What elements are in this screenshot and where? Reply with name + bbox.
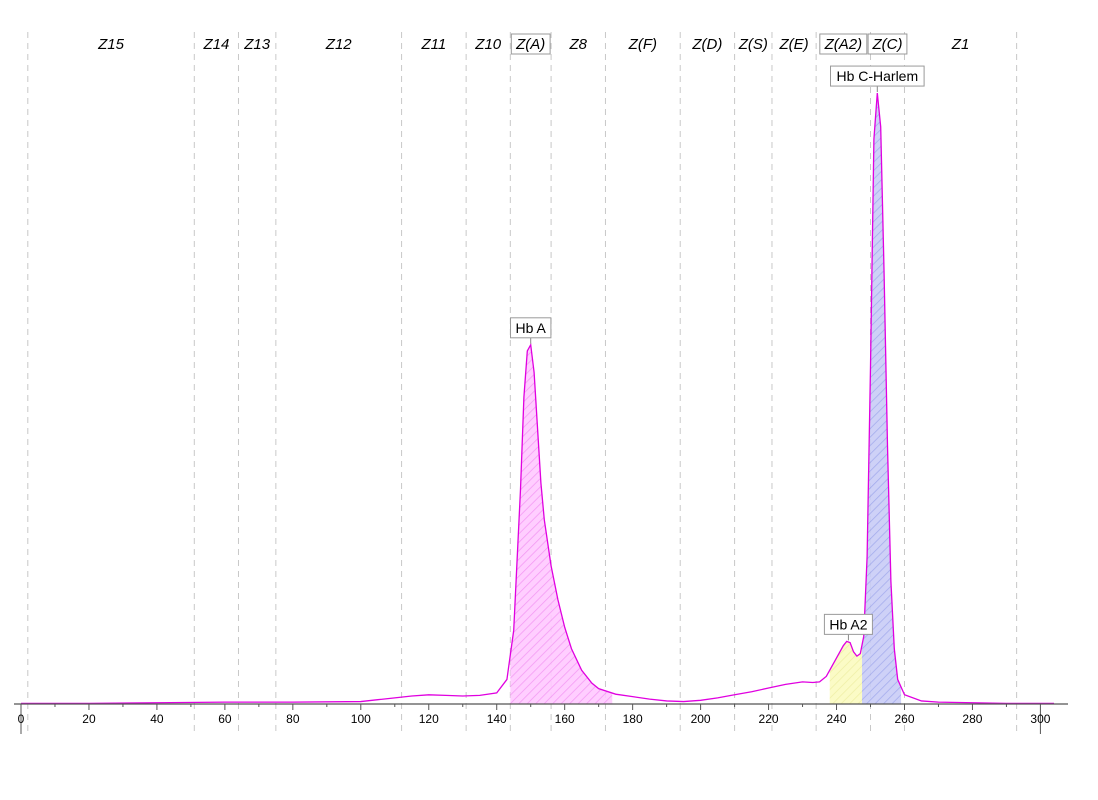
x-tick-label: 180 <box>623 712 643 726</box>
zone-labels: Z15 Z14 Z13 Z12 Z11 Z10 Z(A) Z8 Z(F) Z(D) Z(S) Z(E)… <box>97 33 970 55</box>
x-tick-label: 260 <box>894 712 914 726</box>
x-tick-label: 40 <box>150 712 164 726</box>
peak-area <box>510 344 613 704</box>
x-tick-label: 280 <box>962 712 982 726</box>
zone-label-box <box>867 33 908 55</box>
x-tick-label: 0 <box>18 712 25 726</box>
zone-label: Z(C) <box>871 36 902 53</box>
x-tick-label: 160 <box>555 712 575 726</box>
series-line <box>21 93 1054 705</box>
zone-label: Z(D) <box>691 36 722 53</box>
x-tick-label: 140 <box>487 712 507 726</box>
x-tick-label: 120 <box>419 712 439 726</box>
peak-label: Hb A <box>516 320 547 336</box>
x-tick-label: 20 <box>82 712 96 726</box>
x-tick-label: 300 <box>1030 712 1050 726</box>
zone-label: Z14 <box>202 36 229 53</box>
zone-label: Z1 <box>951 36 970 53</box>
peak-label: Hb C-Harlem <box>836 68 918 84</box>
zone-label: Z10 <box>474 36 502 53</box>
peak-label-box <box>510 317 552 339</box>
x-tick-label: 100 <box>351 712 371 726</box>
peak-areas <box>510 93 902 704</box>
zone-label-box <box>819 33 868 55</box>
x-axis: 0 20 40 60 80 100 120 140 160 180 200 220 240 260 280 3… <box>14 703 1068 734</box>
zone-label: Z(A) <box>515 36 545 53</box>
peak-area <box>829 641 863 704</box>
zone-label: Z11 <box>420 36 446 53</box>
zone-label: Z(E) <box>778 36 808 53</box>
zone-label: Z(S) <box>738 36 768 53</box>
zone-label: Z13 <box>243 36 271 53</box>
zone-label-box <box>510 33 551 55</box>
zone-label: Z(A2) <box>824 36 863 53</box>
zone-label: Z12 <box>325 36 353 53</box>
peak-label-box <box>823 613 873 635</box>
zone-label: Z8 <box>569 36 588 53</box>
peak-label-box <box>830 65 925 87</box>
x-tick-label: 240 <box>827 712 847 726</box>
zone-label: Z(F) <box>628 36 657 53</box>
x-tick-label: 220 <box>759 712 779 726</box>
peak-label: Hb A2 <box>829 616 867 632</box>
x-tick-label: 60 <box>218 712 232 726</box>
zone-label: Z15 <box>97 36 125 53</box>
series-group <box>21 93 1054 705</box>
peak-area <box>862 93 902 704</box>
peak-labels: Hb A Hb A2 Hb C-Harlem <box>510 65 925 641</box>
x-tick-label: 80 <box>286 712 300 726</box>
x-tick-label: 200 <box>691 712 711 726</box>
